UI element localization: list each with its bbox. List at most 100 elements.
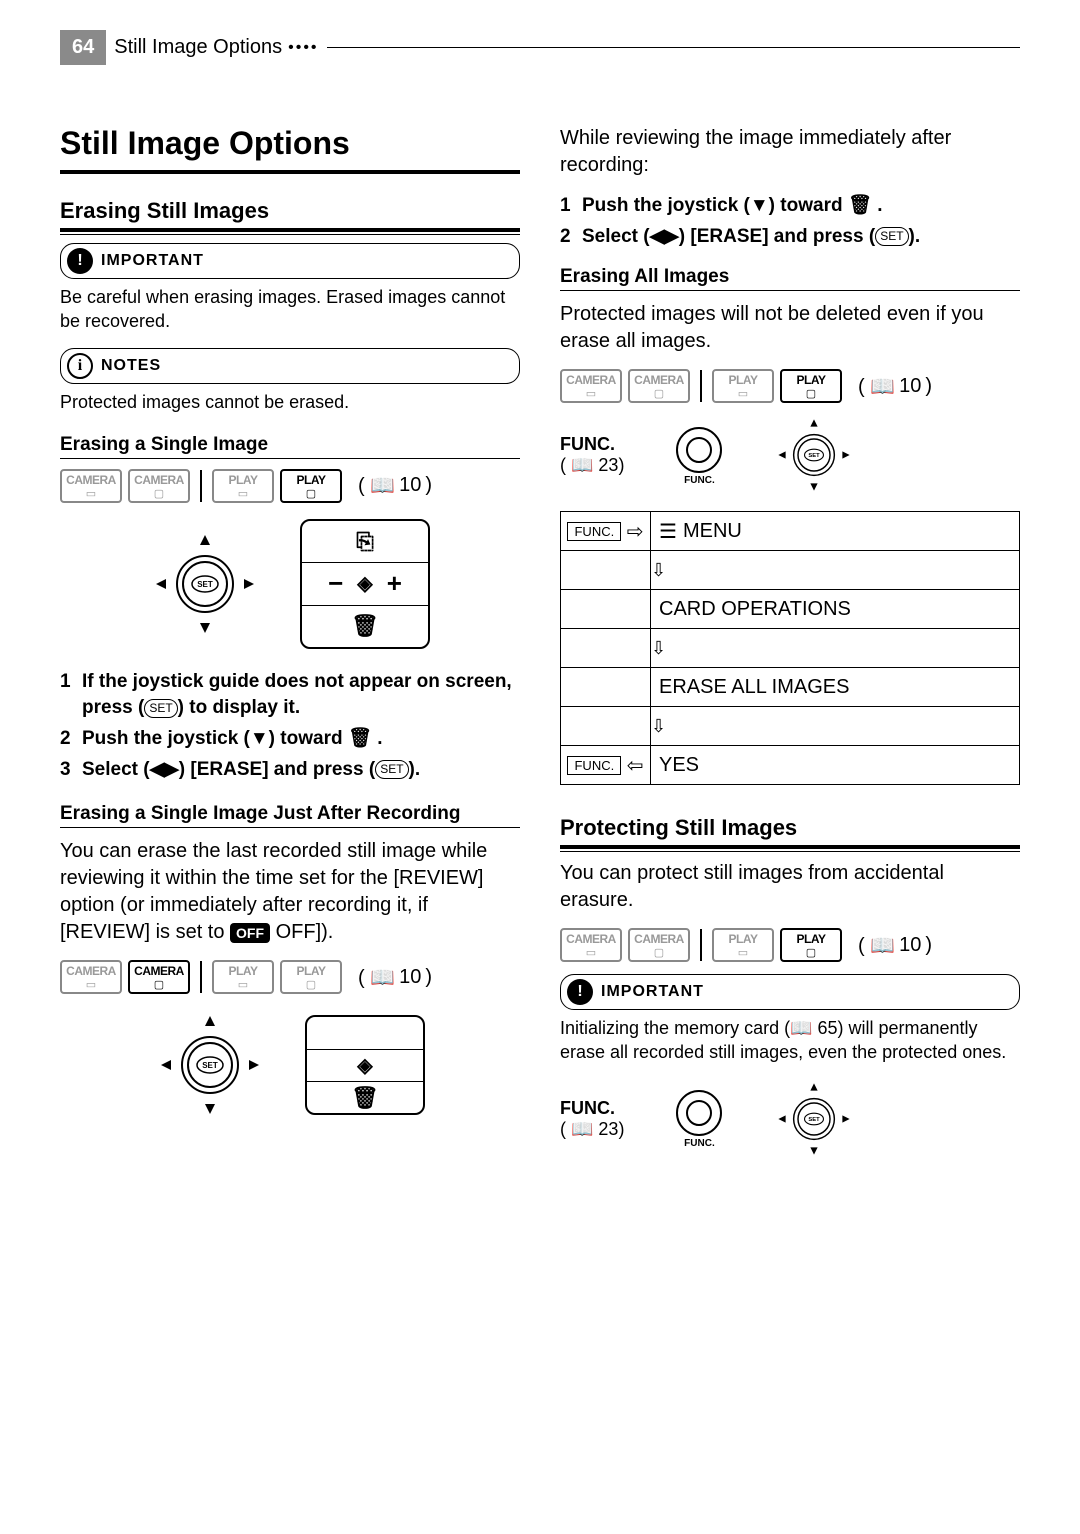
section-title: Erasing Still Images [60,198,520,224]
mode-sep [200,961,202,993]
diagram-2: SET ◈ 🗑 [60,1010,520,1120]
mode-camera-tape: CAMERA▭ [60,469,122,503]
mode-camera-tape: CAMERA▭ [60,960,122,994]
header-rule [327,47,1020,48]
notes-text: Protected images cannot be erased. [60,390,520,414]
mode-play-card: PLAY▢ [280,960,342,994]
important-callout-2: ! IMPORTANT [560,974,1020,1010]
svg-text:SET: SET [809,453,821,459]
arrow-down-icon: ⇩ [651,629,666,667]
guide-bot: 🗑 [307,1082,423,1113]
diagram-1: SET ⎘ −◈+ 🗑 [60,519,520,649]
mode-indicator-2: CAMERA▭ CAMERA▢ PLAY▭ PLAY▢ ( 📖 10) [60,960,520,994]
mode-play-tape: PLAY▭ [712,369,774,403]
arrow-down-icon: ⇩ [651,551,666,589]
func-box-icon: FUNC. [567,522,621,541]
joystick-icon: SET [155,1010,265,1120]
sub-erase-after: Erasing a Single Image Just After Record… [60,803,520,1120]
func-ref: ( 📖 23) [560,455,624,476]
page-ref-2: ( 📖 10) [358,965,432,990]
sub-erase-single: Erasing a Single Image CAMERA▭ CAMERA▢ P… [60,434,520,783]
joystick-icon: SET [150,529,260,639]
menu-item-3: ERASE ALL IMAGES [651,668,857,706]
func-box-icon: FUNC. [567,756,621,775]
right-intro: While reviewing the image immediately af… [560,125,1020,179]
sub-title: Erasing a Single Image [60,434,520,456]
mode-play-tape: PLAY▭ [712,928,774,962]
section-erasing: Erasing Still Images ! IMPORTANT Be care… [60,198,520,414]
menu-path: FUNC. ⇨☰ MENU ⇩ CARD OPERATIONS ⇩ ERASE … [560,511,1020,785]
guide-top [307,1017,423,1049]
exclaim-icon: ! [567,979,593,1005]
important-callout: ! IMPORTANT [60,243,520,279]
sub-rule-2 [60,827,520,828]
guide-mid: ◈ [307,1050,423,1082]
page-ref-4: ( 📖 10) [858,933,932,958]
set-icon: SET [375,760,408,779]
menu-item-2: CARD OPERATIONS [651,590,859,628]
page-header: 64 Still Image Options •••• [60,30,1020,65]
joystick-guide-icon: ⎘ −◈+ 🗑 [300,519,430,649]
mode-sep [700,370,702,402]
svg-text:SET: SET [202,1061,218,1070]
mode-camera-card: CAMERA▢ [628,928,690,962]
mode-play-tape: PLAY▭ [212,960,274,994]
mode-camera-tape: CAMERA▭ [560,369,622,403]
important-text-2: Initializing the memory card (📖 65) will… [560,1016,1020,1065]
sub-rule-3 [560,290,1020,291]
func-ref-2: ( 📖 23) [560,1119,624,1140]
important-label: IMPORTANT [101,252,204,270]
mode-camera-card: CAMERA▢ [128,960,190,994]
notes-callout: i NOTES [60,348,520,384]
section2-text: You can protect still images from accide… [560,860,1020,914]
section-rule-a [560,845,1020,849]
sub2-text: You can erase the last recorded still im… [60,838,520,946]
sub-title-2: Erasing a Single Image Just After Record… [60,803,520,825]
mode-indicator-4: CAMERA▭ CAMERA▢ PLAY▭ PLAY▢ ( 📖 10) [560,928,1020,962]
important-label-2: IMPORTANT [601,983,704,1001]
arrow-down-icon: ⇩ [651,707,666,745]
guide-mid: −◈+ [302,563,428,605]
header-title: Still Image Options [114,36,282,59]
mode-indicator-3: CAMERA▭ CAMERA▢ PLAY▭ PLAY▢ ( 📖 10) [560,369,1020,403]
mode-sep [700,929,702,961]
sub-rule [60,458,520,459]
sub-title-3: Erasing All Images [560,266,1020,288]
header-dots: •••• [288,39,318,57]
page-ref-3: ( 📖 10) [858,374,932,399]
notes-label: NOTES [101,357,161,375]
svg-text:SET: SET [809,1117,821,1123]
page-number: 64 [60,30,106,65]
info-icon: i [67,353,93,379]
sub3-text: Protected images will not be deleted eve… [560,301,1020,355]
guide-bot: 🗑 [302,606,428,647]
mode-play-card: PLAY▢ [280,469,342,503]
guide-top: ⎘ [302,521,428,563]
joystick-icon: SET [774,415,854,495]
manual-page: 64 Still Image Options •••• Still Image … [0,0,1080,1239]
mode-play-tape: PLAY▭ [212,469,274,503]
right-column: While reviewing the image immediately af… [560,125,1020,1179]
set-icon: SET [144,699,177,718]
section-protecting: Protecting Still Images You can protect … [560,815,1020,1159]
mode-camera-tape: CAMERA▭ [560,928,622,962]
chapter-title: Still Image Options [60,125,520,162]
func-label: FUNC. [560,434,624,455]
set-icon: SET [875,227,908,246]
left-column: Still Image Options Erasing Still Images… [60,125,520,1179]
exclaim-icon: ! [67,248,93,274]
func-button-icon: FUNC. [674,1088,724,1149]
mode-camera-card: CAMERA▢ [128,469,190,503]
func-label-block: FUNC. ( 📖 23) [560,1098,624,1140]
content-columns: Still Image Options Erasing Still Images… [60,125,1020,1179]
sub-erase-all: Erasing All Images Protected images will… [560,266,1020,785]
menu-item-1: ☰ MENU [651,512,750,550]
important-text: Be careful when erasing images. Erased i… [60,285,520,334]
joystick-guide-icon: ◈ 🗑 [305,1015,425,1115]
steps-1: 1If the joystick guide does not appear o… [60,669,520,783]
section-title-2: Protecting Still Images [560,815,1020,841]
mode-camera-card: CAMERA▢ [628,369,690,403]
joystick-icon: SET [774,1079,854,1159]
func-label: FUNC. [560,1098,624,1119]
func-row-2: FUNC. ( 📖 23) FUNC. SET [560,1079,1020,1159]
